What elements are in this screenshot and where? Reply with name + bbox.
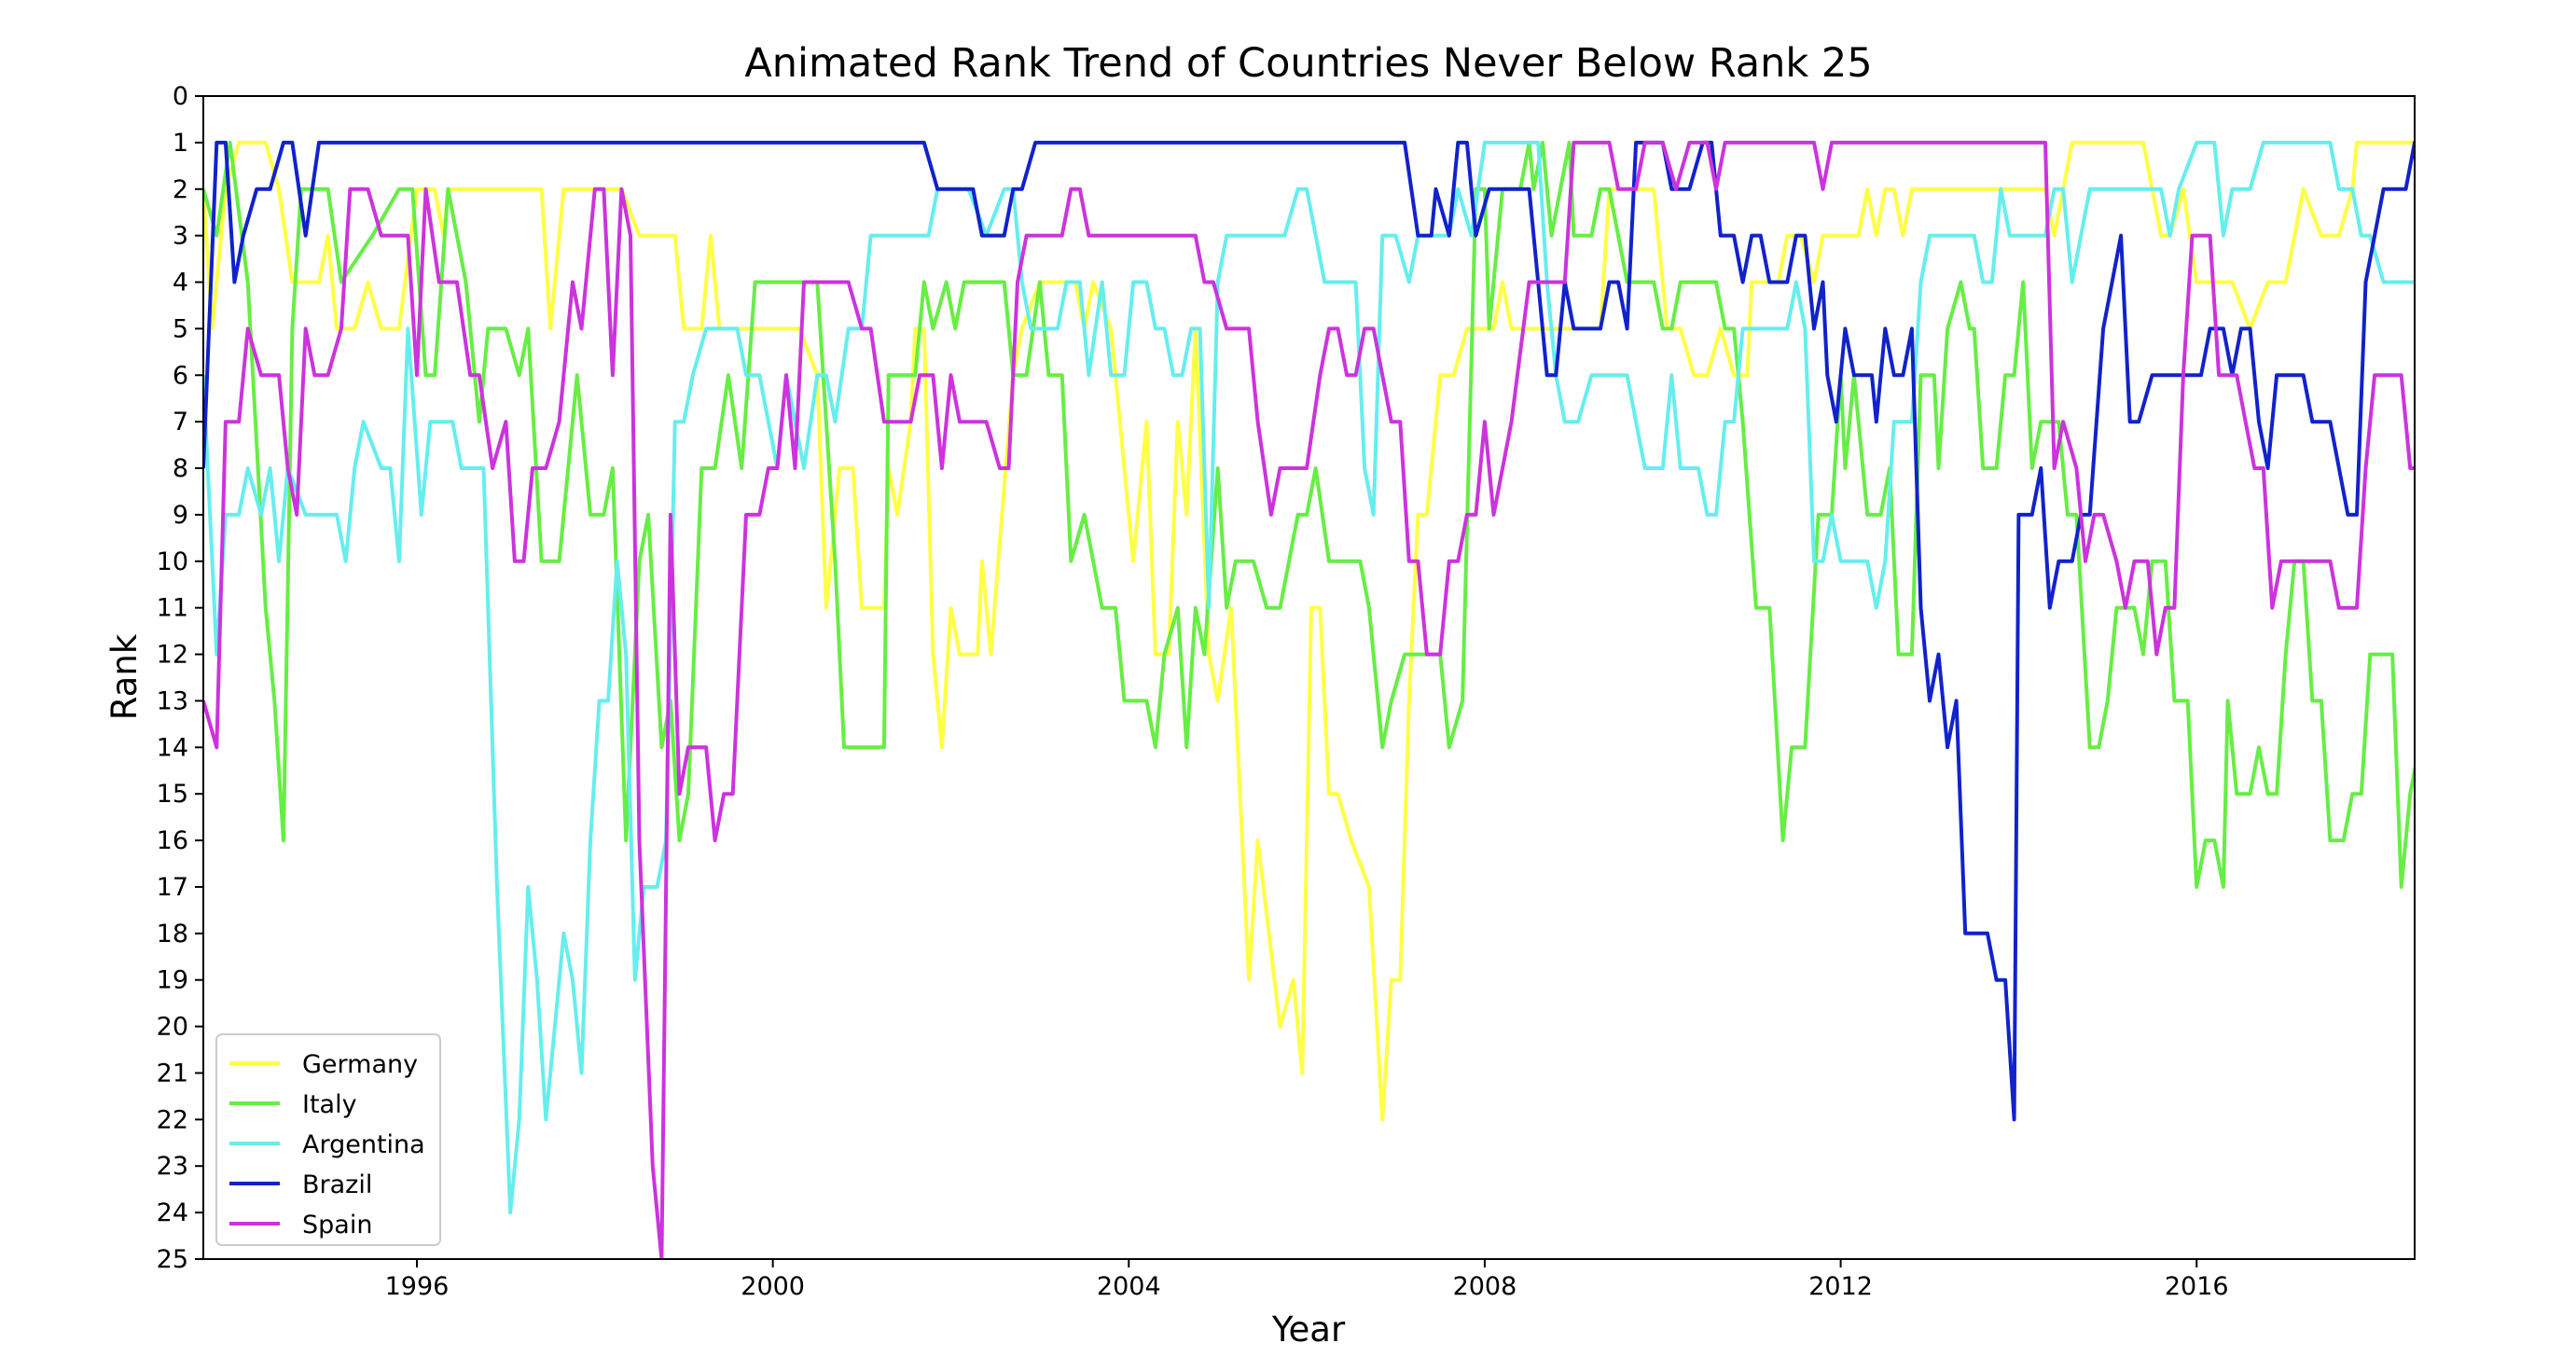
y-tick-label: 25 [157, 1245, 188, 1274]
x-axis: 1996 2000 2004 2008 2012 2016 [385, 1259, 2229, 1301]
legend-label-spain: Spain [302, 1211, 372, 1239]
x-tick-label: 2016 [2165, 1272, 2229, 1301]
x-tick-label: 2008 [1453, 1272, 1517, 1301]
y-tick-label: 14 [157, 733, 188, 762]
legend-label-italy: Italy [302, 1090, 357, 1119]
y-tick-label: 11 [157, 594, 188, 623]
chart-legend: Germany Italy Argentina Brazil Spain [215, 1033, 441, 1246]
series-line-germany [203, 140, 2415, 1122]
legend-box [215, 1033, 441, 1246]
chart-title: Animated Rank Trend of Countries Never B… [744, 40, 1872, 87]
y-tick-label: 22 [157, 1105, 188, 1134]
y-tick-label: 20 [157, 1013, 188, 1042]
y-tick-label: 12 [157, 641, 188, 670]
x-tick-label: 2000 [741, 1272, 805, 1301]
y-tick-label: 1 [173, 129, 188, 158]
x-tick-label: 2012 [1808, 1272, 1873, 1301]
y-tick-label: 4 [173, 269, 188, 298]
y-tick-label: 19 [157, 966, 188, 995]
legend-label-brazil: Brazil [302, 1170, 372, 1199]
legend-label-germany: Germany [302, 1050, 418, 1079]
x-tick-label: 2004 [1097, 1272, 1161, 1301]
y-tick-label: 0 [173, 82, 188, 111]
y-tick-label: 23 [157, 1152, 188, 1181]
y-tick-label: 10 [157, 547, 188, 576]
plot-frame [202, 95, 2416, 1260]
y-tick-label: 15 [157, 780, 188, 809]
y-tick-label: 21 [157, 1059, 188, 1087]
y-tick-label: 13 [157, 686, 188, 715]
y-tick-label: 24 [157, 1198, 188, 1227]
y-tick-label: 3 [173, 222, 188, 251]
series-line-argentina [203, 140, 2415, 1215]
series-layer [203, 140, 2415, 1259]
y-axis: 0123456789101112131415161718192021222324… [157, 82, 203, 1274]
y-tick-label: 17 [157, 873, 188, 902]
legend-label-argentina: Argentina [302, 1130, 425, 1159]
series-line-spain [203, 140, 2415, 1259]
y-tick-label: 6 [173, 361, 188, 390]
y-tick-label: 2 [173, 175, 188, 204]
x-tick-label: 1996 [385, 1272, 450, 1301]
y-tick-label: 8 [173, 454, 188, 483]
y-tick-label: 9 [173, 501, 188, 530]
y-tick-label: 7 [173, 408, 188, 436]
y-tick-label: 16 [157, 826, 188, 855]
series-line-italy [203, 140, 2415, 889]
y-tick-label: 5 [173, 314, 188, 343]
x-axis-label: Year [1271, 1309, 1346, 1350]
series-line-brazil [203, 140, 2415, 1122]
y-tick-label: 18 [157, 920, 188, 949]
y-axis-label: Rank [104, 633, 145, 720]
